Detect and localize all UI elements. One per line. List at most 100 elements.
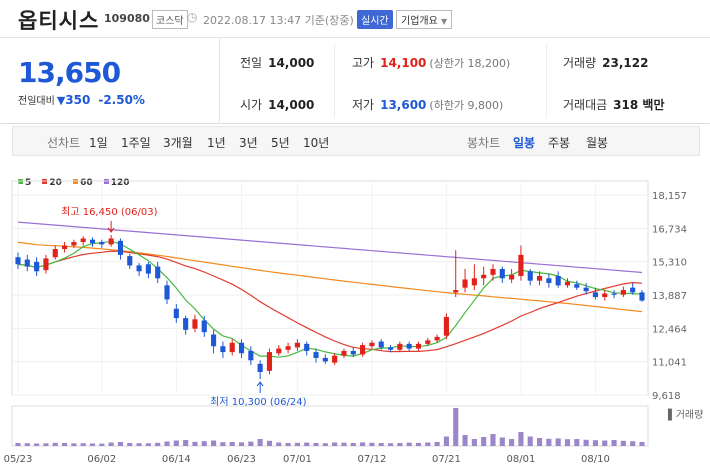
line-chart-label: 선차트 [47,136,81,150]
candle-body [471,278,477,286]
volume-bar [360,442,366,446]
candle [453,250,459,298]
candle [415,341,422,351]
candle-daily[interactable]: 일봉 [513,136,536,150]
volume-bar [266,440,273,446]
period-5y[interactable]: 5년 [271,136,290,150]
volume-bar [127,443,133,446]
candle-body [630,287,636,293]
candle-body [294,342,300,348]
volume-bar [425,442,431,446]
volume-bar [434,442,440,446]
volume-bar [406,442,412,446]
volume-bar [490,434,496,446]
volume-bar [15,443,21,446]
prev-close-label: 전일 [240,56,263,70]
candle-body [639,292,645,301]
candle-body [490,268,496,275]
volume-bar [592,440,598,446]
volume-bar [378,443,384,446]
candle [341,348,347,358]
period-1d[interactable]: 1일 [89,136,108,150]
high-value: 14,100 [380,56,427,70]
volume-bar [108,442,114,446]
low-value: 13,600 [380,98,427,112]
candle-body [285,346,291,350]
candle-body [43,258,49,271]
candle [481,266,487,286]
candle [257,360,263,380]
candle [99,239,105,248]
candle-body [211,334,217,347]
period-1w[interactable]: 1주일 [121,136,151,150]
candle-body [248,350,254,361]
realtime-badge[interactable]: 실시간 [357,10,393,29]
candle-body [527,271,533,281]
ma5-line [17,240,643,358]
volume-bar [71,443,77,446]
candle [52,245,58,260]
volume-bar [285,443,291,446]
candle-body [555,275,561,286]
candle-body [257,363,263,372]
volume-bar [322,443,328,446]
y-tick-label: 13,887 [652,291,687,302]
volume-bar [164,441,170,446]
volume-bar [294,442,300,446]
volume-bar [462,435,468,446]
candle-body [164,285,170,300]
candle-body [341,350,347,356]
candle [592,287,598,300]
volume-bar [611,440,617,446]
candle-body [387,347,394,350]
stock-code: 109080 [104,12,150,25]
x-tick-label: 07/21 [432,454,461,465]
high-annotation: 최고 16,450 (06/03) [61,206,157,218]
candle [509,268,515,283]
volume-bar [220,442,226,446]
volume-bar [369,442,375,446]
period-10y[interactable]: 10년 [303,136,330,150]
period-1y[interactable]: 1년 [207,136,226,150]
company-overview-dropdown[interactable]: 기업개요 ▼ [396,10,453,29]
candle-body [266,352,273,371]
candle-body [583,287,589,292]
volume-bar [620,440,626,446]
clock-icon: ◷ [187,10,198,24]
volume-bar [481,437,487,446]
candle [136,263,142,276]
candle [490,264,496,281]
candle-body [369,342,375,347]
candle [406,341,412,351]
candle [183,315,189,335]
volume-bar [602,440,608,446]
quote-timestamp: 2022.08.17 13:47 기준(장중) [203,14,354,27]
period-3m[interactable]: 3개월 [163,136,193,150]
candle-body [425,340,431,344]
candle-body [229,342,235,353]
volume-bar [564,439,571,446]
volume-bar [471,439,477,446]
candle-body [574,284,580,288]
candle [387,345,394,353]
candle [639,290,645,302]
candle-body [602,293,608,298]
y-tick-label: 16,734 [652,224,687,235]
low-label: 저가 [352,98,375,112]
volume-bar [332,442,338,446]
candle [369,340,375,349]
volume-bar [304,442,310,446]
candle-body [136,265,142,272]
candle [397,341,403,353]
period-3y[interactable]: 3년 [239,136,258,150]
candle-body [304,343,310,351]
candle [546,273,552,288]
candle-monthly[interactable]: 월봉 [586,136,609,150]
candle [248,346,254,365]
candle [117,238,124,260]
stock-header: 옵티시스 109080 코스닥 ◷ 2022.08.17 13:47 기준(장중… [0,0,710,38]
candle-body [481,274,487,279]
candle [220,341,226,358]
candle-weekly[interactable]: 주봉 [548,136,571,150]
